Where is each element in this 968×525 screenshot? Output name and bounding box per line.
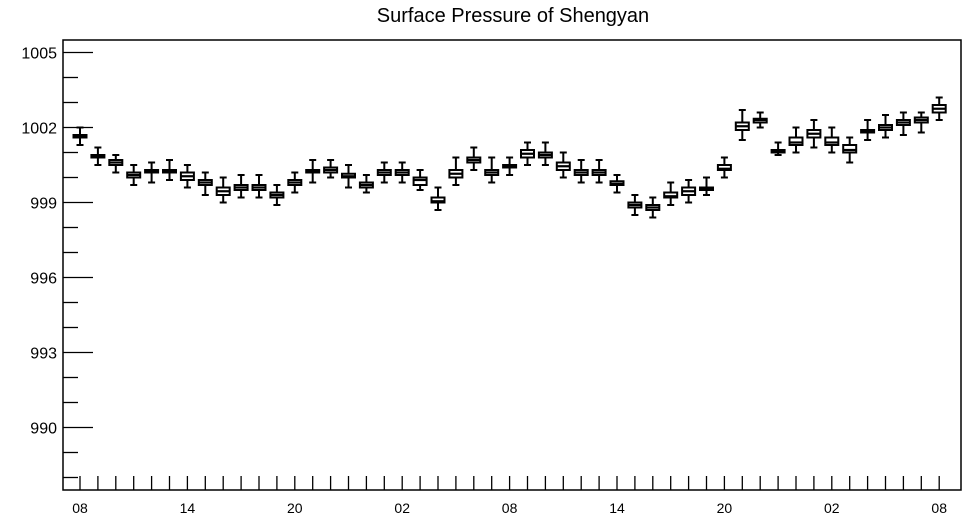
box-iqr	[824, 136, 840, 146]
box-item	[126, 164, 142, 186]
box-item	[412, 169, 428, 191]
x-tick-label: 02	[394, 500, 410, 516]
box-item	[878, 114, 893, 139]
box-item	[824, 126, 840, 154]
box-iqr	[412, 176, 428, 186]
box-item	[681, 179, 697, 204]
box-item	[430, 186, 446, 211]
box-iqr	[842, 144, 858, 154]
y-tick-label: 1005	[21, 46, 57, 63]
box-item	[609, 174, 625, 194]
x-tick-label: 08	[931, 500, 947, 516]
x-tick-label: 14	[609, 500, 625, 516]
x-tick-label: 08	[502, 500, 518, 516]
box-item	[162, 159, 177, 181]
box-item	[323, 159, 339, 179]
y-axis: 990 993 996 999 1002 1005	[21, 46, 93, 479]
box-iqr	[430, 196, 446, 204]
box-item	[788, 126, 804, 154]
y-tick-label: 999	[30, 196, 57, 213]
box-item	[931, 96, 947, 121]
plot-frame	[62, 39, 962, 491]
y-tick-label: 993	[30, 346, 57, 363]
box-item	[197, 171, 213, 196]
box-item	[627, 194, 643, 216]
box-item	[555, 151, 571, 179]
box-item	[341, 164, 356, 189]
box-item	[179, 164, 195, 189]
box-item	[699, 176, 714, 196]
box-item	[716, 156, 732, 179]
box-item	[90, 146, 106, 166]
box-item	[305, 159, 321, 184]
box-item	[895, 111, 911, 136]
box-iqr	[663, 191, 679, 199]
x-tick-label: 14	[180, 500, 196, 516]
box-item	[215, 176, 231, 204]
box-item	[591, 159, 607, 184]
box-item	[645, 196, 661, 219]
y-tick-label: 996	[30, 271, 57, 288]
box-item	[537, 141, 553, 166]
box-iqr	[788, 136, 804, 146]
box-item	[734, 109, 750, 141]
box-item	[287, 171, 303, 194]
box-item	[394, 161, 410, 184]
box-item	[466, 146, 482, 171]
box-item	[770, 141, 786, 156]
box-item	[484, 156, 500, 184]
box-item	[72, 126, 88, 146]
box-item	[842, 136, 858, 164]
y-tick-label: 1002	[21, 121, 57, 138]
box-series	[72, 96, 947, 219]
box-item	[358, 174, 374, 194]
x-tick-label: 08	[72, 500, 88, 516]
box-item	[251, 174, 267, 199]
x-tick-label: 02	[824, 500, 840, 516]
box-item	[269, 184, 285, 206]
box-item	[502, 156, 518, 176]
box-item	[376, 161, 392, 184]
box-item	[573, 159, 589, 184]
x-axis: 08 14 20 02 08 14 20 02 08	[72, 476, 947, 516]
box-item	[448, 156, 464, 186]
box-item	[108, 154, 124, 174]
x-tick-label: 20	[717, 500, 733, 516]
box-item	[233, 174, 249, 199]
box-iqr	[716, 164, 732, 171]
box-item	[144, 161, 160, 184]
box-item	[663, 181, 679, 206]
box-item	[806, 119, 822, 149]
y-tick-label: 990	[30, 421, 57, 438]
box-item	[913, 111, 929, 134]
box-item	[860, 119, 876, 141]
box-item	[520, 141, 535, 166]
chart-title: Surface Pressure of Shengyan	[377, 5, 649, 27]
box-item	[752, 111, 768, 129]
x-tick-label: 20	[287, 500, 303, 516]
